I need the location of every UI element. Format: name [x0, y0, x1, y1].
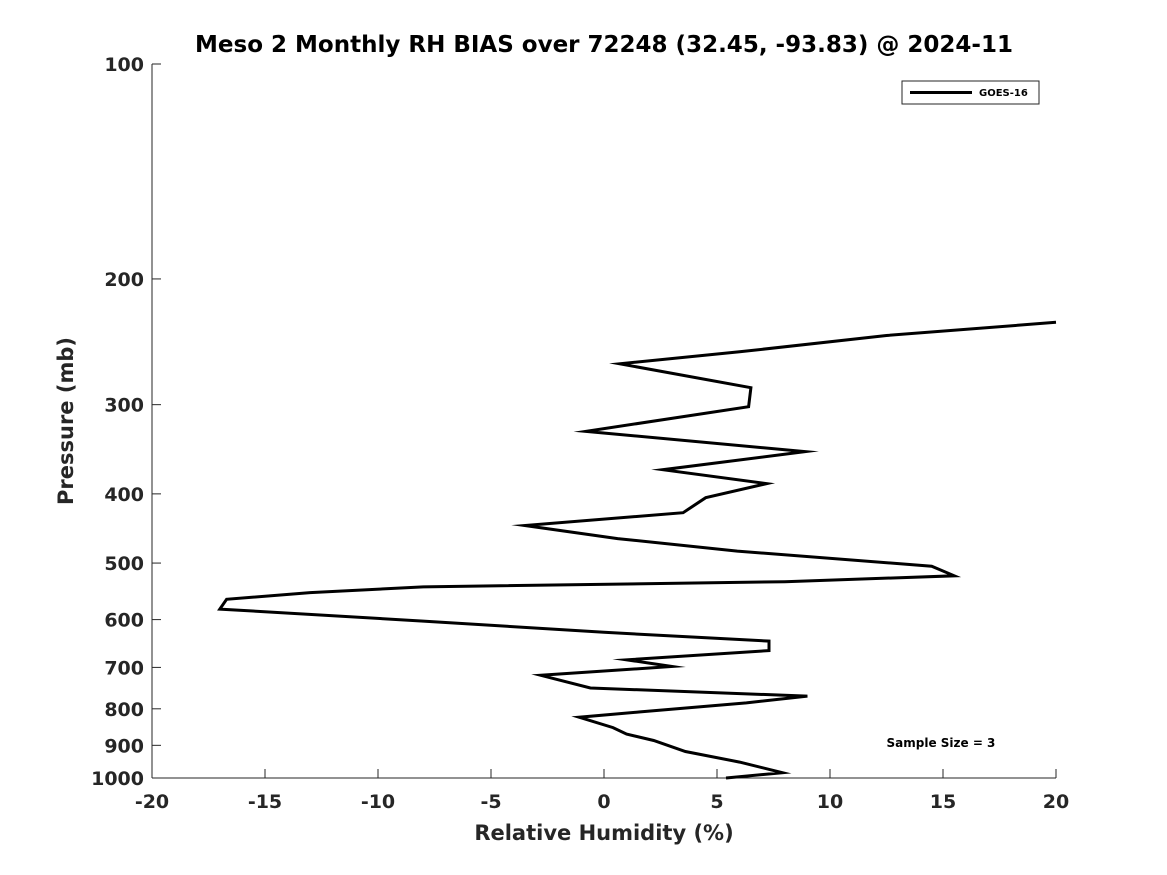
series-layer	[217, 320, 1057, 780]
y-tick-label: 700	[104, 657, 144, 679]
y-tick-label: 900	[104, 735, 144, 757]
y-tick-label: 1000	[91, 768, 144, 790]
series-line-goes-16	[217, 320, 1057, 780]
x-axis-ticks: -20 -15 -10 -5 0 5 10 15 20	[135, 769, 1069, 813]
legend-label-goes-16: GOES-16	[979, 88, 1028, 99]
sample-size-annotation: Sample Size = 3	[887, 736, 996, 750]
x-tick-label: 20	[1043, 791, 1069, 813]
x-tick-label: 5	[710, 791, 723, 813]
x-tick-label: 15	[930, 791, 956, 813]
plot-area	[152, 64, 1056, 778]
y-tick-label: 600	[104, 610, 144, 632]
y-tick-label: 400	[104, 484, 144, 506]
y-tick-label: 200	[104, 269, 144, 291]
x-tick-label: -15	[248, 791, 282, 813]
y-tick-label: 300	[104, 395, 144, 417]
x-tick-label: 10	[817, 791, 843, 813]
y-tick-label: 100	[104, 54, 144, 76]
y-tick-label: 500	[104, 553, 144, 575]
x-tick-label: -20	[135, 791, 169, 813]
y-axis-ticks: 100 200 300 400 500 600 700 800 900 1000	[91, 54, 161, 790]
x-axis-label: Relative Humidity (%)	[474, 821, 733, 845]
y-axis-label: Pressure (mb)	[54, 337, 78, 505]
y-tick-label: 800	[104, 699, 144, 721]
legend: GOES-16	[901, 80, 1040, 105]
x-tick-label: -5	[480, 791, 501, 813]
x-tick-label: 0	[597, 791, 610, 813]
chart-title: Meso 2 Monthly RH BIAS over 72248 (32.45…	[195, 32, 1013, 58]
x-tick-label: -10	[361, 791, 395, 813]
